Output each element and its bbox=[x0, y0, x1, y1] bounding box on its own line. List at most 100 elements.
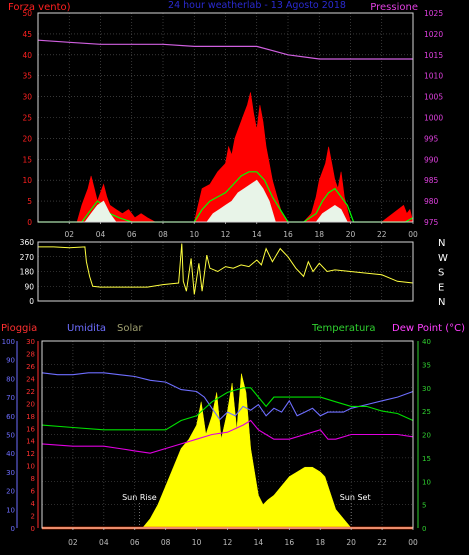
pressure-y-tick: 995 bbox=[424, 134, 439, 143]
x-tick-label: 04 bbox=[96, 230, 106, 239]
rain-y-tick: 22 bbox=[26, 388, 35, 396]
pressure-y-tick: 1000 bbox=[424, 114, 443, 123]
x-tick-label: 18 bbox=[314, 230, 324, 239]
pressure-y-tick: 980 bbox=[424, 197, 439, 206]
direction-y-tick: 180 bbox=[20, 268, 35, 277]
x-tick-label: 04 bbox=[99, 538, 109, 547]
direction-y-tick: 0 bbox=[29, 297, 34, 306]
wind-y-tick: 50 bbox=[22, 9, 32, 18]
solar-axis-title: Solar bbox=[117, 323, 143, 334]
temperature-y-tick: 10 bbox=[422, 478, 431, 486]
x-tick-label: 16 bbox=[283, 230, 293, 239]
wind-axis-title: Forza vento) bbox=[8, 2, 71, 13]
x-tick-label: 12 bbox=[223, 538, 233, 547]
x-tick-label: 10 bbox=[189, 230, 199, 239]
rain-y-tick: 16 bbox=[26, 425, 35, 433]
compass-label: N bbox=[438, 297, 445, 308]
x-tick-label: 14 bbox=[252, 230, 262, 239]
wind-y-tick: 40 bbox=[22, 51, 32, 60]
wind-y-tick: 5 bbox=[27, 197, 32, 206]
wind-y-tick: 35 bbox=[22, 72, 32, 81]
rain-y-tick: 28 bbox=[26, 350, 35, 358]
compass-label: W bbox=[438, 253, 448, 264]
x-tick-label: 18 bbox=[315, 538, 325, 547]
rain-axis-title: Pioggia bbox=[1, 323, 37, 334]
rain-y-tick: 0 bbox=[31, 525, 35, 533]
rain-y-tick: 2 bbox=[31, 513, 35, 521]
wind-series-3 bbox=[37, 39, 413, 60]
temperature-axis-title: Temperatura bbox=[311, 323, 376, 334]
pressure-y-tick: 1025 bbox=[424, 9, 443, 18]
x-tick-label: 22 bbox=[377, 538, 387, 547]
x-tick-label: 20 bbox=[346, 538, 356, 547]
x-tick-label: 02 bbox=[68, 538, 78, 547]
compass-label: S bbox=[438, 268, 444, 279]
x-tick-label: 14 bbox=[254, 538, 264, 547]
pressure-y-tick: 1020 bbox=[424, 30, 443, 39]
direction-y-tick: 360 bbox=[20, 238, 35, 247]
rain-y-tick: 14 bbox=[26, 438, 35, 446]
x-tick-label: 22 bbox=[377, 230, 387, 239]
wind-y-tick: 45 bbox=[22, 30, 32, 39]
sunrise-label: Sun Rise bbox=[122, 493, 157, 502]
temperature-y-tick: 5 bbox=[422, 502, 426, 510]
temperature-y-tick: 35 bbox=[422, 361, 431, 369]
rain-y-tick: 10 bbox=[26, 463, 35, 471]
pressure-y-tick: 1010 bbox=[424, 72, 443, 81]
series-umidita bbox=[41, 372, 414, 421]
humidity-y-tick: 20 bbox=[6, 488, 15, 496]
wind-y-tick: 20 bbox=[22, 134, 32, 143]
compass-label: N bbox=[438, 238, 445, 249]
rain-y-tick: 30 bbox=[26, 338, 35, 346]
humidity-y-tick: 80 bbox=[6, 375, 15, 383]
series-temperatura bbox=[41, 387, 414, 431]
x-tick-label: 00 bbox=[408, 230, 418, 239]
wind-y-tick: 15 bbox=[22, 155, 32, 164]
humidity-y-tick: 40 bbox=[6, 450, 15, 458]
series-solar bbox=[42, 373, 413, 529]
humidity-y-tick: 10 bbox=[6, 506, 15, 514]
x-tick-label: 08 bbox=[158, 230, 168, 239]
x-tick-label: 12 bbox=[221, 230, 231, 239]
direction-plot-frame bbox=[37, 241, 414, 302]
rain-y-tick: 20 bbox=[26, 400, 35, 408]
temperature-y-tick: 30 bbox=[422, 385, 431, 393]
pressure-y-tick: 975 bbox=[424, 218, 439, 227]
pressure-y-tick: 1015 bbox=[424, 51, 443, 60]
x-tick-label: 20 bbox=[346, 230, 356, 239]
temperature-y-tick: 40 bbox=[422, 338, 431, 346]
wind-series-0 bbox=[38, 92, 414, 223]
wind-series-1 bbox=[38, 171, 414, 223]
pressure-y-tick: 985 bbox=[424, 176, 439, 185]
compass-label: E bbox=[438, 282, 444, 293]
series-dew-point-c- bbox=[41, 419, 414, 454]
temperature-y-tick: 15 bbox=[422, 455, 431, 463]
pressure-y-tick: 990 bbox=[424, 155, 439, 164]
humidity-y-tick: 0 bbox=[11, 525, 15, 533]
chart-title: 24 hour weatherlab - 13 Agosto 2018 bbox=[168, 0, 346, 11]
x-tick-label: 00 bbox=[408, 538, 418, 547]
wind-y-tick: 0 bbox=[27, 218, 32, 227]
wind-y-tick: 10 bbox=[22, 176, 32, 185]
humidity-y-tick: 30 bbox=[6, 469, 15, 477]
wind-y-tick: 30 bbox=[22, 93, 32, 102]
humidity-y-tick: 60 bbox=[6, 413, 15, 421]
direction-y-tick: 90 bbox=[24, 282, 34, 291]
humidity-y-tick: 100 bbox=[2, 338, 15, 346]
x-tick-label: 10 bbox=[192, 538, 202, 547]
rain-y-tick: 18 bbox=[26, 413, 35, 421]
humidity-y-tick: 70 bbox=[6, 394, 15, 402]
x-tick-label: 08 bbox=[161, 538, 171, 547]
pressure-axis-title: Pressione bbox=[370, 2, 418, 13]
direction-y-tick: 270 bbox=[20, 253, 35, 262]
pressure-y-tick: 1005 bbox=[424, 93, 443, 102]
humidity-y-tick: 90 bbox=[6, 357, 15, 365]
temperature-y-tick: 25 bbox=[422, 408, 431, 416]
x-tick-label: 16 bbox=[285, 538, 295, 547]
rain-y-tick: 24 bbox=[26, 375, 35, 383]
x-tick-label: 06 bbox=[127, 230, 137, 239]
rain-y-tick: 26 bbox=[26, 363, 35, 371]
direction-series-0 bbox=[38, 243, 414, 295]
direction-grid bbox=[38, 242, 413, 301]
